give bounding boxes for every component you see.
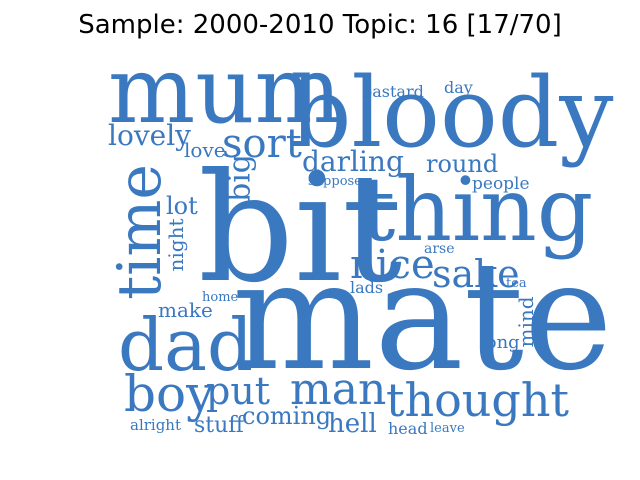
cloud-word-lovely: lovely bbox=[108, 119, 191, 152]
cloud-word-mate: mate bbox=[232, 230, 613, 404]
cloud-word-nice: nice bbox=[350, 242, 435, 288]
cloud-word-sake: sake bbox=[432, 252, 520, 296]
cloud-word-sort: sort bbox=[222, 121, 302, 167]
cloud-word-people: people bbox=[472, 174, 530, 194]
cloud-word-man: man bbox=[290, 364, 386, 415]
cloud-word-big: big bbox=[223, 154, 258, 202]
cloud-word-lot: lot bbox=[166, 192, 198, 220]
cloud-word-coming: coming bbox=[242, 402, 331, 430]
cloud-word-thing: thing bbox=[360, 158, 593, 261]
cloud-word-alright: alright bbox=[130, 416, 181, 434]
cloud-word-bastard: bastard bbox=[362, 82, 424, 101]
cloud-word-thought: thought bbox=[386, 373, 570, 427]
cloud-word-make: make bbox=[158, 298, 213, 322]
cloud-word-boy: boy bbox=[124, 365, 215, 423]
cloud-word-round: round bbox=[426, 150, 498, 178]
cloud-word-stuff: stuff bbox=[194, 413, 245, 438]
figure-title: Sample: 2000-2010 Topic: 16 [17/70] bbox=[78, 10, 562, 40]
cloud-word-tea: tea bbox=[506, 276, 527, 291]
cloud-word-love: love bbox=[184, 138, 226, 162]
cloud-word-lads: lads bbox=[350, 278, 383, 297]
cloud-word-darling: darling bbox=[302, 145, 404, 178]
cloud-word-dad: dad bbox=[118, 303, 253, 387]
cloud-word-long: long bbox=[480, 332, 520, 353]
cloud-word-head: head bbox=[388, 419, 428, 438]
cloud-word-leave: leave bbox=[430, 421, 465, 436]
cloud-word-bloody: bloody bbox=[290, 57, 613, 169]
cloud-word-home: home bbox=[202, 290, 239, 305]
cloud-word-arse: arse bbox=[424, 241, 455, 257]
cloud-word-night: night bbox=[164, 219, 188, 272]
cloud-word-bit: bit bbox=[198, 142, 402, 316]
cloud-word-hell: hell bbox=[328, 409, 377, 439]
cloud-word-mum: mum bbox=[108, 37, 342, 144]
cloud-word-mind: mind bbox=[514, 296, 538, 347]
cloud-word-suppose: suppose bbox=[308, 174, 362, 189]
cloud-word-day: day bbox=[444, 78, 473, 97]
cloud-word-time: time bbox=[105, 164, 175, 300]
cloud-word-put: put bbox=[206, 369, 270, 413]
